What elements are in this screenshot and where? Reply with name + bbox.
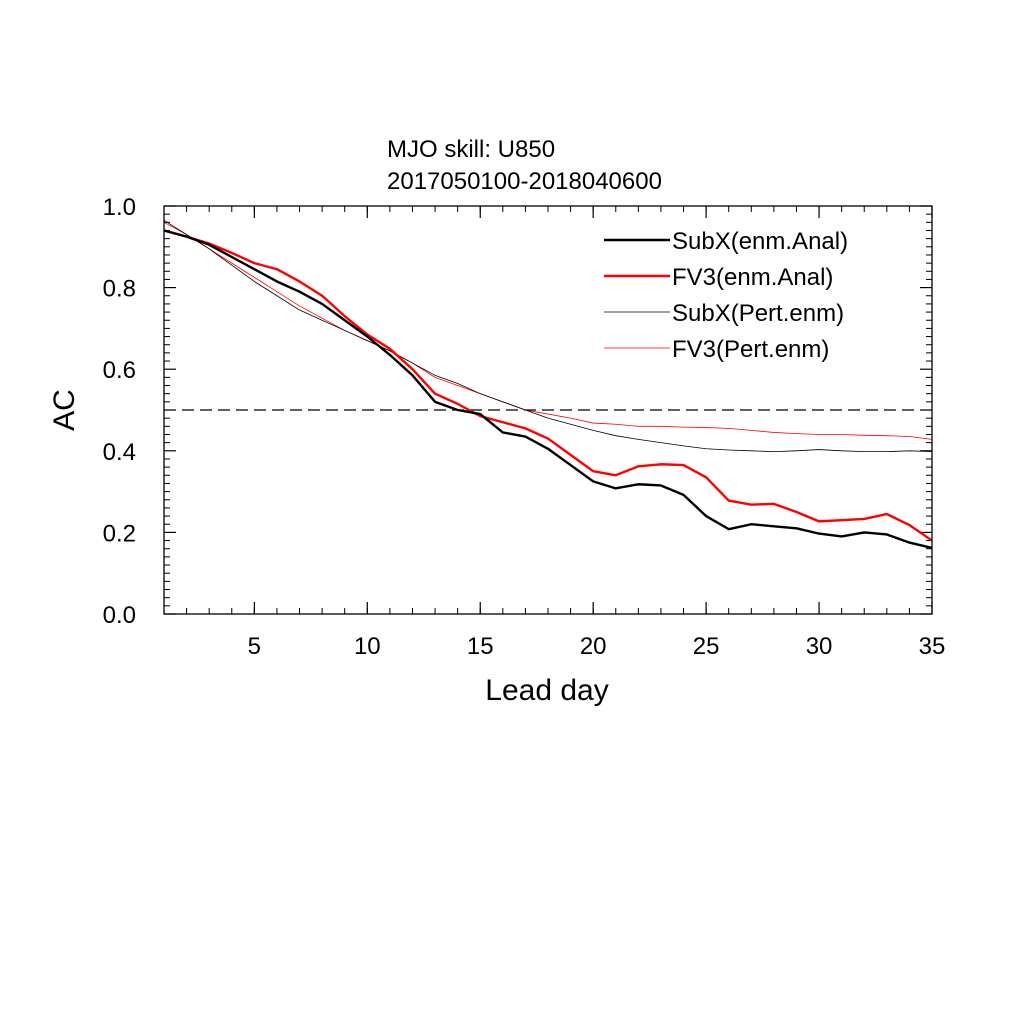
series-line-3 <box>163 221 933 440</box>
chart-subtitle: 2017050100-2018040600 <box>387 168 662 195</box>
x-tick-label: 15 <box>467 633 494 660</box>
chart-title: MJO skill: U850 <box>387 136 555 163</box>
legend-label-3: FV3(Pert.enm) <box>672 336 829 363</box>
series-line-0 <box>163 229 933 550</box>
x-axis-label: Lead day <box>485 674 608 707</box>
legend-label-1: FV3(enm.Anal) <box>672 264 833 291</box>
y-axis-label: AC <box>48 389 81 431</box>
y-tick-label: 0.6 <box>103 357 136 384</box>
series-line-1 <box>163 229 933 542</box>
series-line-2 <box>163 219 933 453</box>
y-tick-label: 0.4 <box>103 439 136 466</box>
x-tick-label: 20 <box>580 633 607 660</box>
y-tick-label: 0.2 <box>103 520 136 547</box>
x-tick-label: 25 <box>693 633 720 660</box>
x-tick-label: 35 <box>919 633 946 660</box>
plot-frame <box>163 205 933 615</box>
y-tick-label: 0.0 <box>103 602 136 629</box>
x-tick-label: 10 <box>354 633 381 660</box>
legend-label-0: SubX(enm.Anal) <box>672 228 848 255</box>
legend-label-2: SubX(Pert.enm) <box>672 300 844 327</box>
y-tick-label: 0.8 <box>103 276 136 303</box>
x-tick-label: 5 <box>248 633 261 660</box>
y-tick-label: 1.0 <box>103 194 136 221</box>
x-tick-label: 30 <box>806 633 833 660</box>
